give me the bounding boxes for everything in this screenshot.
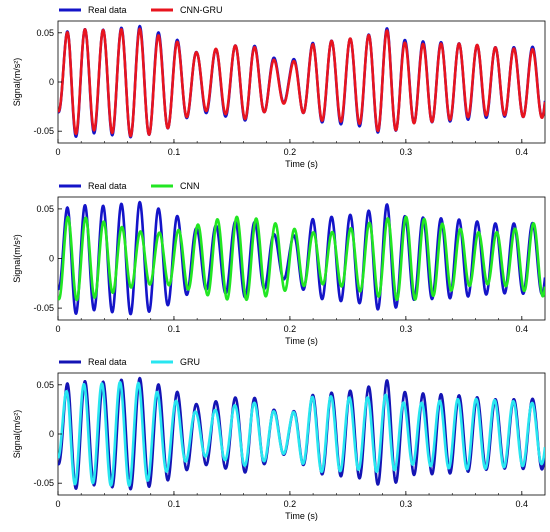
y-tick-label: 0.05 — [36, 28, 54, 38]
y-tick-label: -0.05 — [33, 478, 54, 488]
legend-label: GRU — [180, 357, 200, 367]
y-tick-label: 0 — [49, 429, 54, 439]
y-tick-label: 0 — [49, 254, 54, 264]
y-tick-label: -0.05 — [33, 303, 54, 313]
series-line-cnn — [58, 215, 545, 302]
x-tick-label: 0.2 — [284, 499, 297, 509]
series-line-cnn-gru — [58, 27, 545, 138]
y-tick-label: -0.05 — [33, 126, 54, 136]
series-line-real-data — [58, 200, 545, 316]
legend-label: CNN — [180, 181, 200, 191]
x-tick-label: 0 — [55, 147, 60, 157]
x-axis-title: Time (s) — [285, 336, 318, 346]
x-tick-label: 0 — [55, 324, 60, 334]
y-axis-title: Signal(m/s²) — [12, 410, 22, 459]
chart-panel-3: 0 0.1 0.2 0.3 0.4 0.05 0 -0.05 Time (s) Signal(m/… — [12, 357, 546, 521]
x-axis-title: Time (s) — [285, 511, 318, 521]
y-tick-label: 0.05 — [36, 380, 54, 390]
x-tick-label: 0.1 — [168, 324, 181, 334]
x-tick-label: 0.3 — [400, 499, 413, 509]
y-tick-label: 0.05 — [36, 204, 54, 214]
y-tick-label: 0 — [49, 77, 54, 87]
x-tick-label: 0.2 — [284, 147, 297, 157]
x-tick-label: 0.1 — [168, 147, 181, 157]
series-line-gru — [58, 380, 545, 487]
y-axis-title: Signal(m/s²) — [12, 234, 22, 283]
x-tick-label: 0 — [55, 499, 60, 509]
x-tick-label: 0.4 — [516, 147, 529, 157]
chart-panel-1: 0 0.1 0.2 0.3 0.4 0.05 0 -0.05 Time (s) Signal(m/… — [12, 5, 546, 169]
legend-label: Real data — [88, 5, 127, 15]
x-tick-label: 0.3 — [400, 147, 413, 157]
y-axis-title: Signal(m/s²) — [12, 58, 22, 107]
legend-label: CNN-GRU — [180, 5, 223, 15]
x-tick-label: 0.1 — [168, 499, 181, 509]
legend-label: Real data — [88, 181, 127, 191]
x-tick-label: 0.4 — [516, 324, 529, 334]
x-tick-label: 0.4 — [516, 499, 529, 509]
x-tick-label: 0.3 — [400, 324, 413, 334]
chart-panel-2: 0 0.1 0.2 0.3 0.4 0.05 0 -0.05 Time (s) Signal(m/… — [12, 181, 546, 346]
x-tick-label: 0.2 — [284, 324, 297, 334]
x-axis-title: Time (s) — [285, 159, 318, 169]
legend-label: Real data — [88, 357, 127, 367]
